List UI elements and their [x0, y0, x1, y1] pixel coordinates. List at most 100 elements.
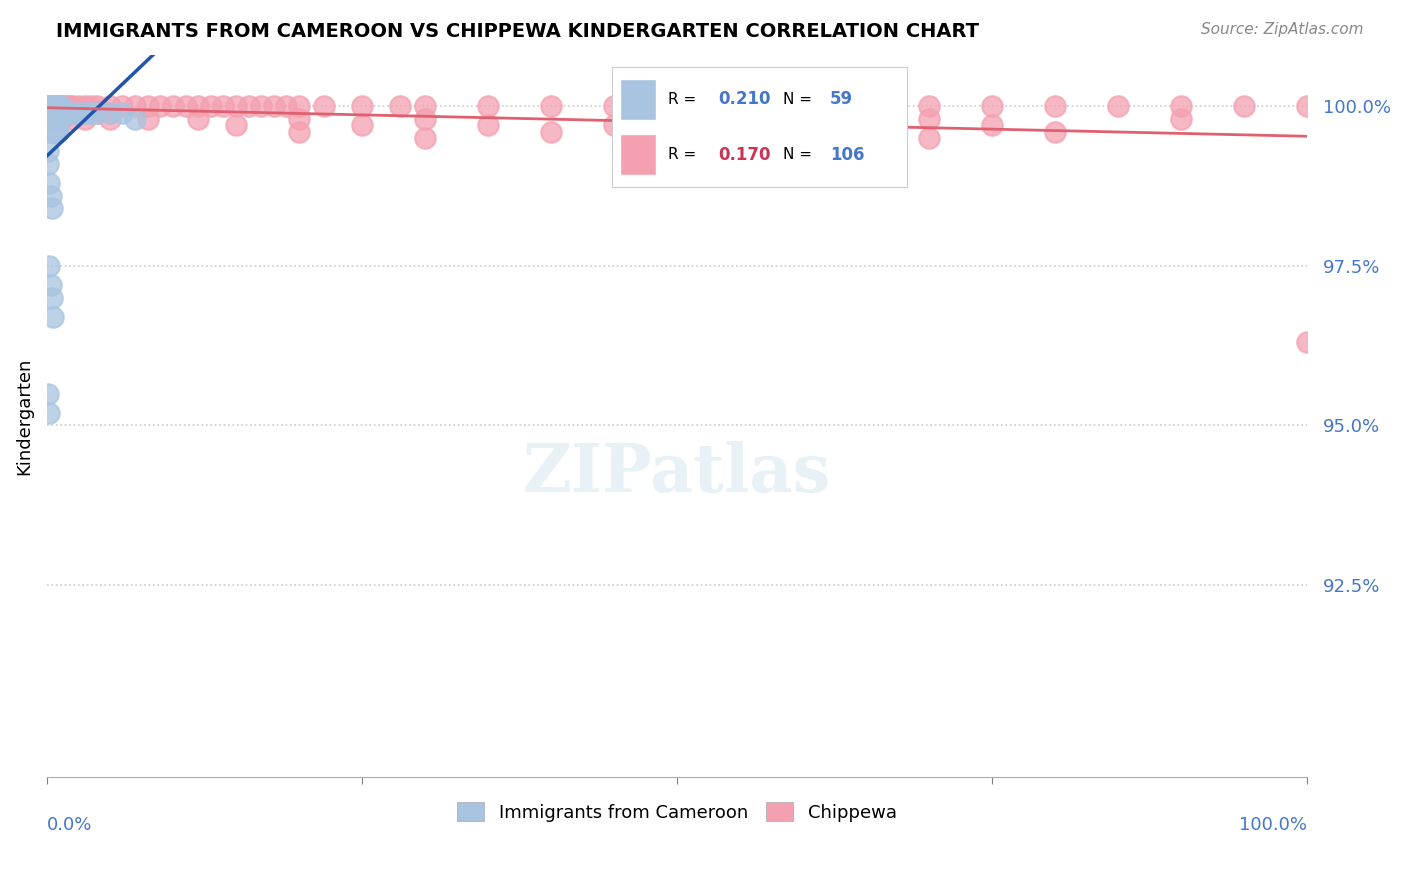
Point	[37, 156, 59, 170]
Point	[45, 99, 67, 113]
Point	[918, 112, 941, 126]
Point	[918, 131, 941, 145]
Point	[855, 99, 877, 113]
Point	[46, 99, 69, 113]
Point	[55, 105, 77, 120]
Point	[38, 99, 60, 113]
Text: IMMIGRANTS FROM CAMEROON VS CHIPPEWA KINDERGARTEN CORRELATION CHART: IMMIGRANTS FROM CAMEROON VS CHIPPEWA KIN…	[56, 22, 979, 41]
Point	[1296, 335, 1319, 350]
Point	[665, 99, 688, 113]
Point	[45, 99, 67, 113]
Point	[45, 125, 67, 139]
Point	[1233, 99, 1256, 113]
Text: 0.170: 0.170	[718, 145, 770, 164]
Point	[38, 105, 60, 120]
Text: 0.0%: 0.0%	[46, 816, 93, 834]
Point	[48, 105, 70, 120]
Point	[73, 105, 96, 120]
Point	[162, 99, 184, 113]
Point	[49, 99, 72, 113]
Point	[37, 386, 59, 401]
Point	[39, 188, 62, 202]
Point	[45, 119, 67, 133]
Point	[200, 99, 222, 113]
Point	[60, 105, 83, 120]
Point	[52, 99, 75, 113]
Point	[918, 99, 941, 113]
Point	[41, 291, 63, 305]
Text: R =: R =	[668, 92, 700, 107]
Point	[728, 99, 751, 113]
Point	[212, 99, 235, 113]
Point	[124, 99, 146, 113]
Point	[39, 105, 62, 120]
Point	[42, 99, 65, 113]
Point	[46, 105, 69, 120]
Point	[388, 99, 411, 113]
Text: N =: N =	[783, 147, 817, 162]
Point	[42, 119, 65, 133]
Point	[46, 105, 69, 120]
Point	[51, 105, 73, 120]
Point	[52, 105, 75, 120]
Point	[42, 112, 65, 126]
Point	[67, 105, 90, 120]
Point	[276, 99, 298, 113]
Point	[51, 99, 73, 113]
Point	[38, 99, 60, 113]
Point	[42, 310, 65, 324]
Point	[350, 119, 373, 133]
Point	[1170, 99, 1192, 113]
Point	[187, 112, 209, 126]
Point	[37, 99, 59, 113]
Point	[49, 99, 72, 113]
Point	[73, 105, 96, 120]
Point	[41, 119, 63, 133]
Point	[46, 99, 69, 113]
Point	[149, 99, 172, 113]
Point	[48, 99, 70, 113]
Point	[665, 112, 688, 126]
Point	[98, 112, 121, 126]
Point	[73, 99, 96, 113]
Point	[225, 99, 247, 113]
Point	[37, 144, 59, 158]
Point	[44, 119, 66, 133]
Point	[350, 99, 373, 113]
Point	[174, 99, 197, 113]
Point	[39, 105, 62, 120]
Point	[665, 131, 688, 145]
Point	[111, 105, 134, 120]
Point	[1043, 125, 1066, 139]
Y-axis label: Kindergarten: Kindergarten	[15, 357, 32, 475]
Point	[37, 99, 59, 113]
Point	[124, 112, 146, 126]
Point	[603, 119, 626, 133]
Legend: Immigrants from Cameroon, Chippewa: Immigrants from Cameroon, Chippewa	[450, 795, 904, 829]
Point	[48, 105, 70, 120]
Point	[41, 99, 63, 113]
Point	[67, 99, 90, 113]
Point	[314, 99, 336, 113]
Point	[98, 105, 121, 120]
Point	[981, 99, 1004, 113]
Point	[41, 105, 63, 120]
Point	[39, 119, 62, 133]
Point	[37, 105, 59, 120]
Point	[477, 99, 499, 113]
Text: 0.210: 0.210	[718, 90, 770, 109]
Point	[55, 99, 77, 113]
Point	[46, 112, 69, 126]
Point	[38, 259, 60, 273]
Text: 100.0%: 100.0%	[1239, 816, 1308, 834]
Point	[288, 112, 311, 126]
Point	[60, 99, 83, 113]
Point	[51, 112, 73, 126]
Point	[42, 105, 65, 120]
Point	[288, 99, 311, 113]
Point	[792, 119, 814, 133]
Point	[250, 99, 273, 113]
Text: Source: ZipAtlas.com: Source: ZipAtlas.com	[1201, 22, 1364, 37]
Point	[1107, 99, 1129, 113]
Point	[46, 105, 69, 120]
